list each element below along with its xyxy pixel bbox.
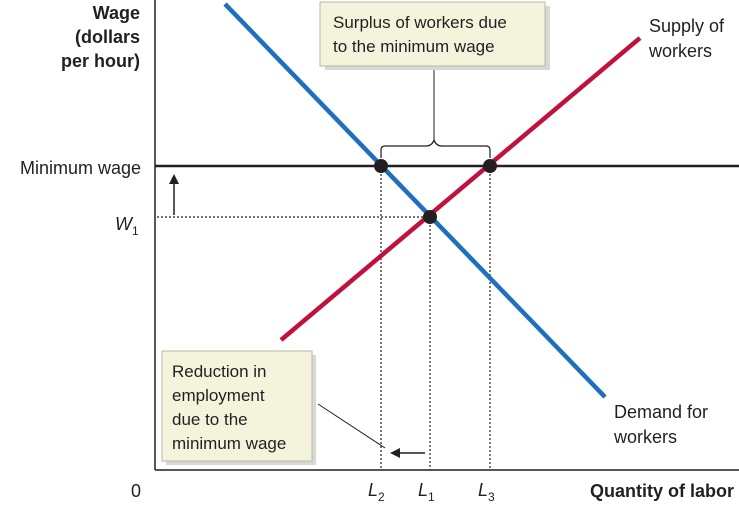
w1-label: W1 — [115, 214, 139, 238]
x-axis-title: Quantity of labor — [590, 481, 734, 501]
reduction-callout-line2: employment — [172, 386, 265, 405]
reduction-callout-line4: minimum wage — [172, 434, 286, 453]
tick-l3: L3 — [478, 480, 495, 504]
up-arrow-icon — [169, 174, 179, 184]
reduction-callout-leader — [317, 403, 386, 449]
surplus-bracket — [380, 138, 491, 158]
equilibrium-point — [423, 210, 437, 224]
demand-label-line1: Demand for — [614, 402, 708, 422]
reduction-callout-line1: Reduction in — [172, 362, 267, 381]
tick-l1: L1 — [418, 480, 435, 504]
supply-label-line1: Supply of — [649, 16, 725, 36]
surplus-callout-line2: to the minimum wage — [333, 37, 495, 56]
supply-min-wage-point — [483, 159, 497, 173]
supply-curve — [279, 36, 642, 342]
tick-l2: L2 — [368, 480, 385, 504]
origin-label: 0 — [131, 481, 141, 501]
demand-curve — [223, 2, 607, 399]
surplus-callout-line1: Surplus of workers due — [333, 13, 507, 32]
left-arrow-icon — [390, 448, 400, 458]
minimum-wage-label: Minimum wage — [20, 158, 141, 178]
supply-label-line2: workers — [648, 41, 712, 61]
demand-label-line2: workers — [613, 427, 677, 447]
surplus-callout-box — [319, 1, 546, 67]
reduction-callout-box — [161, 350, 313, 462]
demand-min-wage-point — [374, 159, 388, 173]
reduction-callout-line3: due to the — [172, 410, 248, 429]
y-axis-title-line3: per hour) — [61, 51, 140, 71]
y-axis-title-line1: Wage — [93, 3, 140, 23]
y-axis-title-line2: (dollars — [75, 27, 140, 47]
